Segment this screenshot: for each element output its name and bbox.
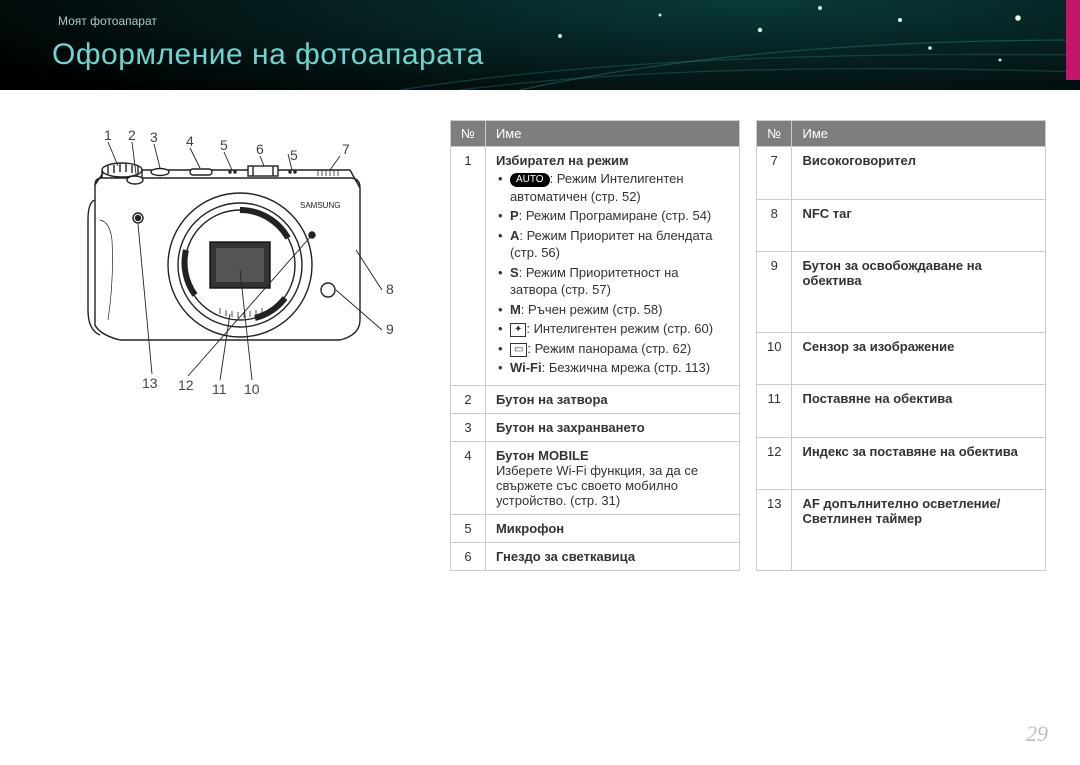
th-name: Име xyxy=(792,121,1046,147)
table-row: 4 Бутон MOBILE Изберете Wi-Fi функция, з… xyxy=(451,442,740,515)
table-row: 10Сензор за изображение xyxy=(757,332,1046,385)
table-row: 13AF допълнително осветление/ Светлинен … xyxy=(757,490,1046,571)
table-row: 8NFC таг xyxy=(757,199,1046,252)
table-row: 12Индекс за поставяне на обектива xyxy=(757,437,1046,490)
table-row: 6Гнездо за светкавица xyxy=(451,543,740,571)
callout-5b: 5 xyxy=(290,147,298,163)
table-row: 3Бутон на захранването xyxy=(451,414,740,442)
table-row: 1 Избирател на режим AUTO: Режим Интелиг… xyxy=(451,147,740,386)
th-num: № xyxy=(757,121,792,147)
svg-text:SAMSUNG: SAMSUNG xyxy=(300,201,340,210)
callout-9: 9 xyxy=(386,321,394,337)
mode-icon-panorama: ▭ xyxy=(510,343,527,357)
page-number: 29 xyxy=(1026,721,1048,747)
callout-11: 11 xyxy=(212,381,227,397)
mode-badge-auto: AUTO xyxy=(510,173,550,187)
row-title: Избирател на режим xyxy=(496,153,729,168)
callout-10: 10 xyxy=(244,381,260,397)
mode-list: AUTO: Режим Интелигентен автоматичен (ст… xyxy=(496,170,729,377)
table-row: 2Бутон на затвора xyxy=(451,386,740,414)
row-num: 1 xyxy=(451,147,486,386)
callout-8: 8 xyxy=(386,281,394,297)
table-row: 5Микрофон xyxy=(451,515,740,543)
callout-1: 1 xyxy=(104,130,112,143)
callout-4: 4 xyxy=(186,133,194,149)
mode-icon-smart: ✦ xyxy=(510,323,526,337)
page-title: Оформление на фотоапарата xyxy=(52,38,484,72)
callout-12: 12 xyxy=(178,377,194,393)
callout-3: 3 xyxy=(150,130,158,145)
callout-7: 7 xyxy=(342,141,350,157)
camera-diagram: SAMSUNG xyxy=(60,130,430,410)
th-name: Име xyxy=(485,121,739,147)
breadcrumb: Моят фотоапарат xyxy=(58,14,157,28)
callout-6: 6 xyxy=(256,141,264,157)
parts-table-right: № Име 7Високоговорител 8NFC таг 9Бутон з… xyxy=(756,120,1046,571)
parts-table-left: № Име 1 Избирател на режим AUTO: Режим И… xyxy=(450,120,740,571)
callout-2: 2 xyxy=(128,130,136,143)
callout-5a: 5 xyxy=(220,137,228,153)
th-num: № xyxy=(451,121,486,147)
table-row: 9Бутон за освобождаване на обектива xyxy=(757,252,1046,333)
section-accent-tab xyxy=(1066,0,1080,80)
table-row: 7Високоговорител xyxy=(757,147,1046,200)
callout-13: 13 xyxy=(142,375,158,391)
table-row: 11Поставяне на обектива xyxy=(757,385,1046,438)
